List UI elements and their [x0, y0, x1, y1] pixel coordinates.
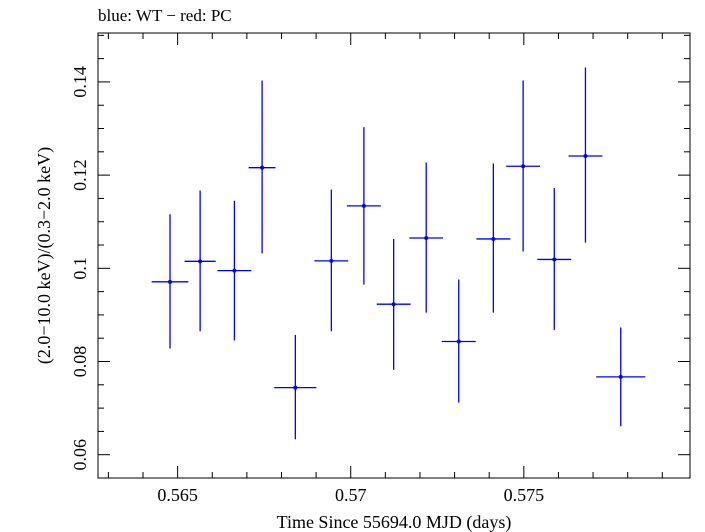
x-tick-label: 0.575	[504, 485, 545, 505]
data-point	[537, 188, 572, 330]
data-points-group	[151, 67, 646, 440]
data-point	[314, 189, 349, 332]
x-tick-label: 0.565	[157, 485, 198, 505]
data-point	[506, 80, 541, 252]
data-point	[441, 279, 476, 403]
data-marker	[168, 279, 173, 284]
data-marker	[293, 385, 298, 390]
data-point	[376, 238, 411, 370]
chart-title: blue: WT − red: PC	[98, 6, 232, 25]
data-marker	[583, 154, 588, 159]
y-tick-label: 0.1	[70, 257, 90, 280]
y-axis-label: (2.0−10.0 keV)/(0.3−2.0 keV)	[34, 147, 55, 364]
data-marker	[198, 259, 203, 264]
data-point	[217, 200, 252, 341]
data-marker	[391, 302, 396, 307]
y-tick-label: 0.12	[70, 159, 90, 191]
data-point	[274, 334, 317, 440]
data-point	[151, 214, 189, 349]
data-marker	[552, 257, 557, 262]
plot-frame-group	[97, 32, 691, 479]
x-axis-label: Time Since 55694.0 MJD (days)	[277, 512, 512, 532]
y-tick-label: 0.06	[70, 439, 90, 471]
plot-frame	[97, 32, 691, 479]
tick-labels-group: 0.565 0.57 0.575 0.06 0.08 0.1 0.12 0.14	[70, 66, 544, 505]
data-marker	[618, 374, 623, 379]
data-marker	[260, 165, 265, 170]
data-marker	[456, 339, 461, 344]
data-point	[184, 190, 216, 332]
data-point	[409, 162, 444, 313]
data-marker	[361, 203, 366, 208]
data-point	[568, 67, 603, 243]
data-marker	[521, 164, 526, 169]
data-point	[596, 327, 646, 427]
data-marker	[329, 258, 334, 263]
data-point	[248, 80, 276, 254]
data-marker	[232, 268, 237, 273]
data-marker	[491, 236, 496, 241]
data-point	[346, 127, 381, 285]
data-marker	[424, 236, 429, 241]
x-tick-label: 0.57	[335, 485, 367, 505]
data-point	[476, 163, 511, 313]
y-tick-label: 0.14	[70, 66, 90, 98]
axis-ticks-group	[98, 33, 690, 479]
y-tick-label: 0.08	[70, 346, 90, 378]
